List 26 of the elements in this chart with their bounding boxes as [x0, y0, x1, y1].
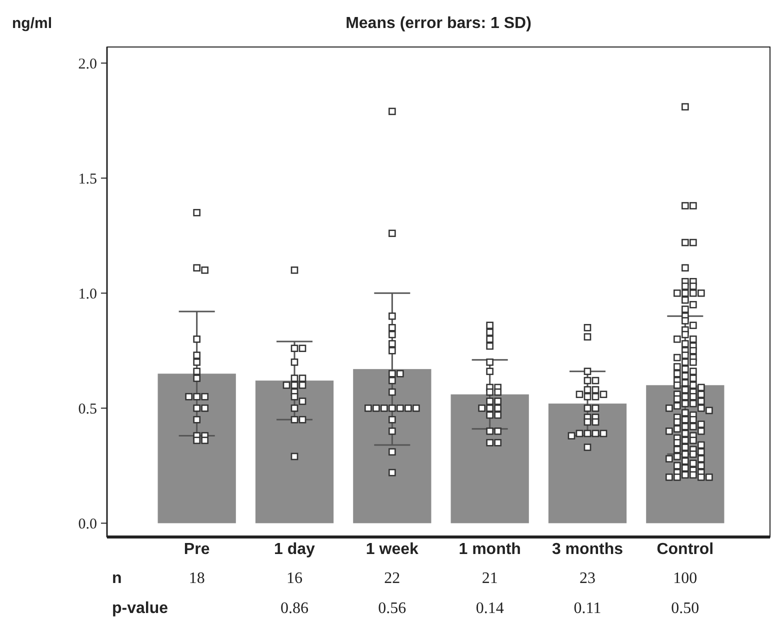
text: 0.86	[280, 600, 308, 617]
text: 100	[673, 570, 698, 587]
text: 18	[188, 570, 205, 587]
text: n	[112, 570, 122, 587]
text: 0.11	[574, 600, 602, 617]
text: 16	[286, 570, 302, 587]
x-tick-label: 3 months	[552, 541, 624, 558]
text: 0.56	[378, 600, 406, 617]
text: 0.14	[476, 600, 504, 617]
y-tick-label: 2.0	[78, 56, 97, 72]
text: 23	[580, 570, 596, 587]
x-tick-label: 1 day	[274, 541, 316, 558]
text: 0.50	[671, 600, 700, 617]
text: 22	[384, 570, 400, 587]
y-tick-label: 0.5	[78, 401, 97, 418]
x-tick-label: 1 week	[366, 541, 419, 558]
x-tick-label: Pre	[184, 541, 210, 558]
y-tick-label: 1.5	[78, 171, 97, 188]
y-axis-title: ng/ml	[12, 15, 52, 32]
chart-title: Means (error bars: 1 SD)	[346, 15, 532, 32]
text: 21	[482, 570, 498, 587]
x-tick-label: 1 month	[458, 541, 521, 558]
x-tick-label: Control	[656, 541, 714, 558]
y-tick-label: 0.0	[78, 516, 97, 532]
text: p-value	[112, 600, 168, 617]
y-tick-label: 1.0	[78, 286, 97, 302]
